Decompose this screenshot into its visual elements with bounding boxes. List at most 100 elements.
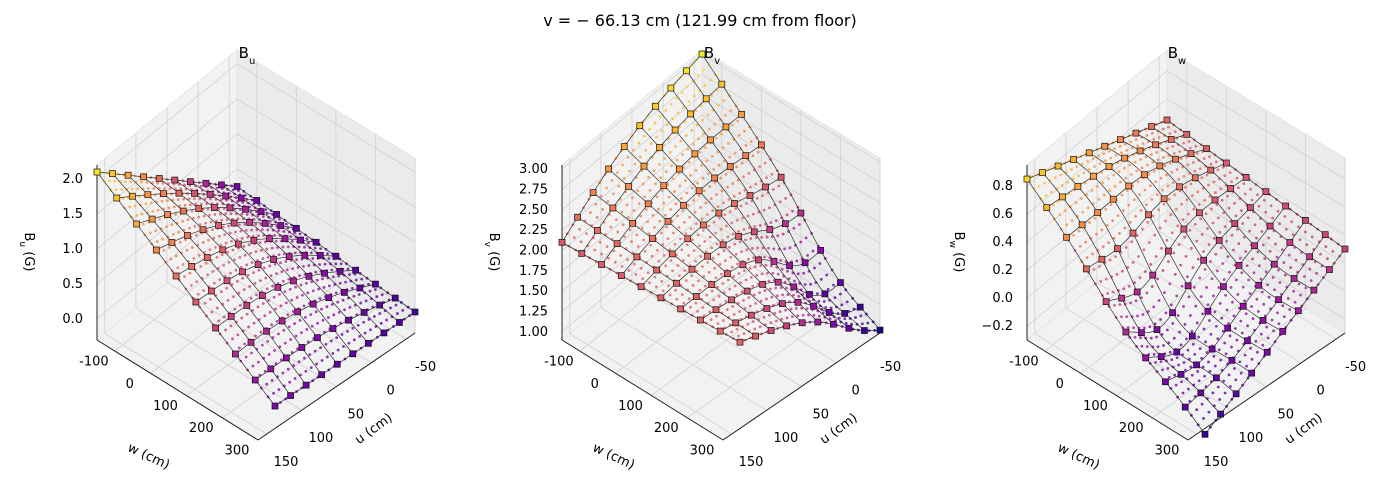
surface-sample-point: [759, 299, 763, 303]
measured-point-marker: [1228, 357, 1236, 364]
surface-sample-point: [1160, 332, 1164, 336]
surface-sample-point: [234, 268, 238, 272]
surface-sample-point: [1176, 143, 1180, 147]
surface-sample-point: [267, 298, 271, 302]
measured-point-marker: [1183, 130, 1191, 138]
surface-sample-point: [714, 276, 718, 280]
surface-sample-point: [712, 220, 716, 224]
surface-sample-point: [1180, 284, 1184, 288]
surface-sample-point: [315, 278, 319, 282]
measured-point-marker: [589, 189, 597, 196]
surface-sample-point: [1200, 356, 1204, 360]
surface-sample-point: [1264, 270, 1268, 274]
measured-point-marker: [171, 176, 179, 184]
measured-point-marker: [1152, 141, 1160, 149]
surface-sample-point: [250, 351, 253, 355]
surface-sample-point: [742, 298, 745, 302]
measured-point-marker: [633, 253, 641, 261]
surface-sample-point: [720, 311, 724, 315]
surface-sample-point: [1250, 305, 1253, 308]
surface-sample-point: [349, 279, 353, 283]
surface-sample-point: [826, 287, 830, 291]
surface-sample-point: [341, 298, 345, 302]
surface-sample-point: [715, 193, 719, 196]
measured-point-marker: [266, 235, 273, 242]
u-axis-line: [722, 332, 881, 441]
surface-sample-point: [240, 212, 244, 216]
surface-sample-point: [118, 180, 122, 183]
surface-sample-point: [245, 263, 249, 267]
measured-point-marker: [1310, 286, 1318, 294]
measured-point-marker: [1173, 348, 1181, 356]
surface-sample-point: [714, 136, 718, 140]
surface-sample-point: [696, 309, 699, 313]
surface-sample-point: [1131, 261, 1135, 264]
measured-point-marker: [1193, 361, 1200, 369]
surface-sample-point: [653, 121, 657, 125]
surface-sample-point: [252, 321, 256, 325]
surface-sample-point: [668, 248, 672, 252]
w-gridline: [1034, 333, 1197, 435]
surface-sample-point: [1201, 365, 1205, 369]
surface-sample-point: [241, 200, 245, 204]
measured-point-marker: [380, 329, 388, 337]
measured-point-marker: [574, 213, 581, 221]
measured-point-marker: [1200, 256, 1208, 264]
surface-sample-point: [1234, 214, 1238, 218]
surface-sample-point: [259, 223, 263, 226]
measured-point-marker: [841, 310, 849, 317]
surface-sample-point: [218, 194, 222, 198]
surface-sample-point: [680, 248, 684, 252]
surface-sample-point: [257, 203, 261, 207]
surface-sample-point: [1298, 238, 1302, 242]
surface-sample-point: [1105, 224, 1109, 227]
surface-sample-point: [177, 230, 181, 234]
measured-point-marker: [376, 301, 384, 309]
u-tick-label: -50: [880, 360, 901, 375]
surface-sample-point: [679, 196, 683, 200]
wireframe-line: [670, 87, 850, 329]
surface-sample-point: [342, 345, 345, 348]
measured-point-marker: [226, 204, 234, 212]
measured-point-marker: [1145, 211, 1152, 219]
surface-sample-point: [1230, 180, 1233, 184]
surface-sample-point: [1218, 302, 1222, 305]
measured-point-marker: [179, 207, 187, 215]
measured-point-marker: [1116, 136, 1124, 144]
z-tick-label: 3.00: [519, 162, 548, 177]
surface-sample-point: [1228, 270, 1231, 274]
surface-sample-point: [727, 198, 731, 201]
surface-sample-point: [1224, 352, 1228, 356]
surface-sample-point: [1145, 345, 1149, 348]
w-tick-label: 0: [1056, 377, 1064, 392]
surface-sample-point: [244, 355, 248, 359]
measured-point-marker: [218, 181, 225, 189]
surface-sample-point: [172, 205, 176, 209]
surface-sample-point: [1294, 258, 1298, 262]
u-tick-label: 50: [813, 407, 830, 422]
surface-sample-point: [270, 224, 274, 227]
measured-point-marker: [1286, 239, 1294, 246]
surface-sample-point: [309, 313, 313, 316]
surface-sample-point: [729, 255, 733, 259]
z-tick-label: 1.0: [62, 242, 83, 257]
surface-sample-point: [1217, 286, 1221, 289]
surface-sample-point: [1196, 257, 1200, 261]
surface-sample-point: [1183, 235, 1186, 239]
measured-point-marker: [726, 163, 734, 170]
surface-sample-point: [689, 305, 693, 309]
surface-sample-point: [784, 196, 788, 200]
surface-sample-point: [1240, 331, 1244, 335]
surface-sample-point: [240, 316, 244, 320]
surface-sample-point: [765, 235, 769, 239]
measured-point-marker: [325, 294, 333, 302]
surface-sample-point: [107, 179, 111, 183]
measured-point-marker: [1098, 255, 1106, 263]
surface-sample-point: [346, 329, 349, 333]
surface-sample-point: [1282, 315, 1286, 319]
surface-sample-point: [190, 246, 194, 249]
surface-sample-point: [688, 215, 692, 219]
surface-sample-point: [677, 171, 680, 175]
surface-sample-point: [306, 291, 310, 295]
surface-sample-point: [1234, 278, 1238, 282]
